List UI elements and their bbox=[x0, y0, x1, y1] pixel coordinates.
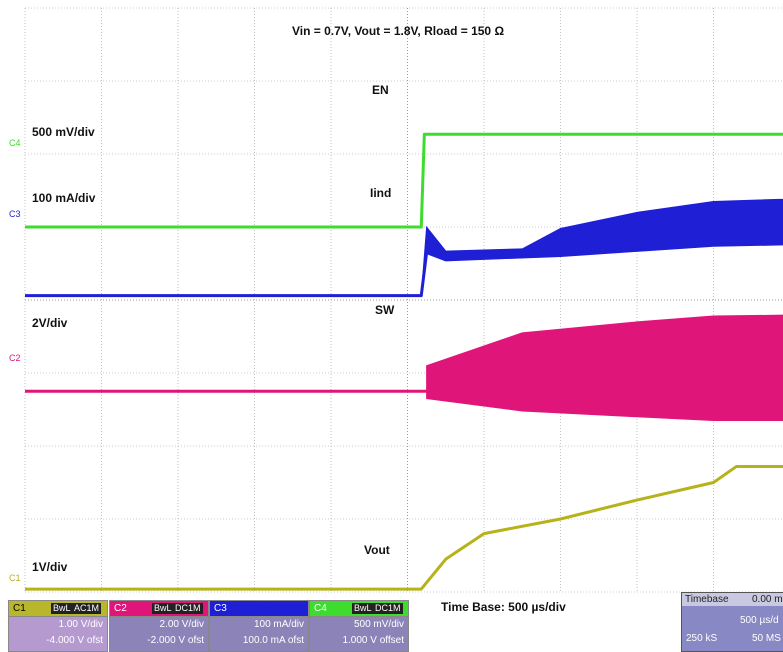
c4-info-box[interactable]: C4 BwL DC1M 500 mV/div 1.000 V offset bbox=[309, 600, 409, 652]
c4-header: C4 BwL DC1M bbox=[310, 601, 408, 617]
c3-offset: 100.0 mA ofst bbox=[242, 635, 304, 646]
timebase-box[interactable]: Timebase 0.00 m 500 µs/d 250 kS 50 MS bbox=[681, 592, 783, 652]
iind-trace bbox=[25, 242, 783, 298]
en-signal-label: EN bbox=[372, 83, 389, 97]
timebase-header: Timebase 0.00 m bbox=[682, 593, 783, 606]
timebase-rate: 50 MS bbox=[752, 633, 781, 644]
c1-info-box[interactable]: C1 BwL AC1M 1.00 V/div -4.000 V ofst bbox=[8, 600, 108, 652]
waveform-plot bbox=[24, 7, 783, 593]
timebase-per-div: 500 µs/d bbox=[740, 615, 779, 626]
channel-info-bar: C1 BwL AC1M 1.00 V/div -4.000 V ofst C2 … bbox=[0, 600, 783, 652]
c3-coupling-badge: DC1M bbox=[273, 603, 303, 614]
c1-offset: -4.000 V ofst bbox=[46, 635, 103, 646]
c2-header: C2 BwL DC1M bbox=[110, 601, 208, 617]
c3-marker: C3 bbox=[9, 209, 21, 219]
c2-scale: 2.00 V/div bbox=[159, 619, 204, 630]
time-base-label: Time Base: 500 µs/div bbox=[441, 600, 566, 614]
timebase-samples: 250 kS bbox=[686, 633, 718, 644]
c3-bwl-badge: BwL bbox=[252, 603, 274, 614]
c4-bwl-badge: BwL bbox=[352, 603, 374, 614]
c2-marker: C2 bbox=[9, 353, 21, 363]
sw-signal-label: SW bbox=[375, 303, 395, 317]
c4-offset: 1.000 V offset bbox=[342, 635, 404, 646]
vout-trace bbox=[25, 464, 783, 591]
c3-info-box[interactable]: C3 BwL DC1M 100 mA/div 100.0 mA ofst bbox=[209, 600, 309, 652]
c3-scale: 100 mA/div bbox=[253, 619, 304, 630]
vout-signal-label: Vout bbox=[364, 543, 390, 557]
c3-tag: C3 bbox=[214, 603, 227, 614]
c4-coupling-badge: DC1M bbox=[373, 603, 403, 614]
c2-info-box[interactable]: C2 BwL DC1M 2.00 V/div -2.000 V ofst bbox=[109, 600, 209, 652]
c1-marker: C1 bbox=[9, 573, 21, 583]
c2-scale-label: 2V/div bbox=[32, 316, 68, 330]
traces bbox=[25, 132, 783, 591]
c1-header: C1 BwL AC1M bbox=[9, 601, 107, 617]
c2-tag: C2 bbox=[114, 603, 127, 614]
c4-scale-label: 500 mV/div bbox=[32, 125, 95, 139]
c4-marker: C4 bbox=[9, 138, 21, 148]
c2-coupling-badge: DC1M bbox=[173, 603, 203, 614]
sw-ripple-band bbox=[426, 314, 783, 421]
c1-bwl-badge: BwL bbox=[51, 603, 73, 614]
timebase-delay: 0.00 m bbox=[752, 594, 783, 605]
c1-tag: C1 bbox=[13, 603, 26, 614]
c3-scale-label: 100 mA/div bbox=[32, 191, 96, 205]
c4-scale: 500 mV/div bbox=[353, 619, 404, 630]
c1-scale: 1.00 V/div bbox=[58, 619, 103, 630]
timebase-label: Timebase bbox=[685, 594, 729, 605]
chart-title: Vin = 0.7V, Vout = 1.8V, Rload = 150 Ω bbox=[292, 24, 505, 38]
iind-signal-label: Iind bbox=[370, 186, 392, 200]
oscilloscope-display: Vin = 0.7V, Vout = 1.8V, Rload = 150 Ω 5… bbox=[9, 7, 783, 593]
c4-tag: C4 bbox=[314, 603, 327, 614]
c1-scale-label: 1V/div bbox=[32, 560, 68, 574]
en-trace bbox=[25, 132, 783, 229]
c2-bwl-badge: BwL bbox=[152, 603, 174, 614]
c1-coupling-badge: AC1M bbox=[72, 603, 102, 614]
c2-offset: -2.000 V ofst bbox=[147, 635, 204, 646]
c3-header: C3 BwL DC1M bbox=[210, 601, 308, 617]
